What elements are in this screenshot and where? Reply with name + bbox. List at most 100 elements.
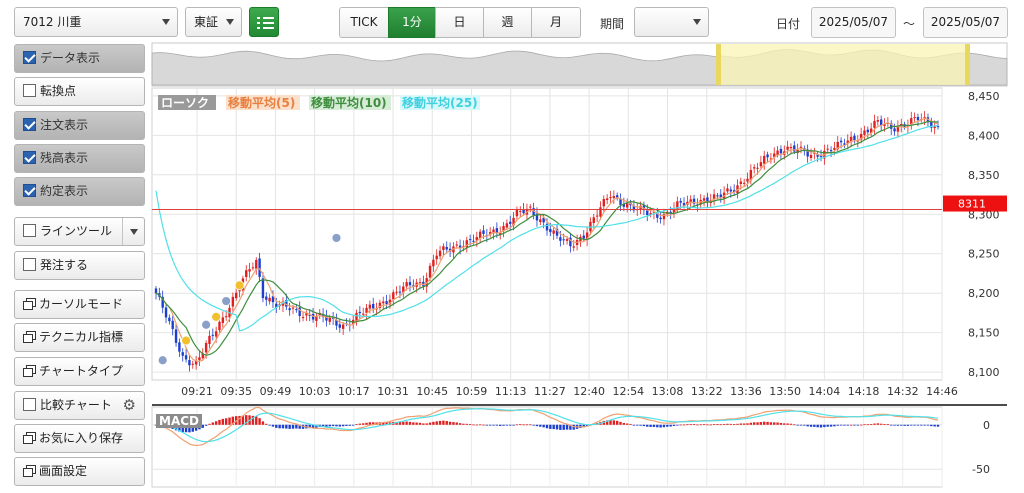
candle-body <box>261 278 265 299</box>
execution-marker <box>211 311 222 322</box>
macd-histogram-bar <box>933 424 936 427</box>
cursor-mode-button[interactable]: カーソルモード <box>14 290 145 319</box>
macd-histogram-bar <box>475 424 479 426</box>
tab-tick[interactable]: TICK <box>339 7 389 38</box>
macd-histogram-bar <box>722 424 726 425</box>
candle-body <box>549 228 552 233</box>
window-icon <box>23 365 36 377</box>
candle-body <box>585 232 589 240</box>
screen-settings-button[interactable]: 画面設定 <box>14 457 145 486</box>
technical-indicator-button[interactable]: テクニカル指標 <box>14 323 145 352</box>
macd-histogram-bar <box>442 420 445 425</box>
chart-type-button[interactable]: チャートタイプ <box>14 357 145 386</box>
tab-week[interactable]: 週 <box>483 7 532 38</box>
legend-ma25: 移動平均(25) <box>402 95 478 110</box>
macd-histogram-bar <box>365 422 368 425</box>
candle-body <box>268 297 271 302</box>
y-tick-label: 8,400 <box>968 129 1000 142</box>
period-select[interactable] <box>634 7 709 37</box>
save-favorite-button[interactable]: お気に入り保存 <box>14 424 145 453</box>
candle-body <box>392 292 395 300</box>
macd-histogram-bar <box>415 422 418 425</box>
macd-histogram-bar <box>422 423 425 425</box>
market-select[interactable]: 東証 <box>185 7 242 37</box>
macd-histogram-bar <box>412 422 415 425</box>
macd-histogram-bar <box>696 424 699 426</box>
list-view-button[interactable] <box>249 7 279 37</box>
macd-histogram-bar <box>238 415 241 425</box>
balance-display-toggle[interactable]: 残高表示 <box>14 144 145 173</box>
candle-body <box>615 195 619 198</box>
macd-histogram-bar <box>843 424 846 426</box>
navigator-right-handle[interactable] <box>965 44 970 85</box>
macd-histogram-bar <box>883 424 886 425</box>
y-tick-label: 8,200 <box>968 287 1000 300</box>
candle-body <box>214 331 218 337</box>
macd-histogram-bar <box>472 424 475 426</box>
candle-body <box>171 320 174 330</box>
macd-histogram-bar <box>689 424 692 425</box>
tab-day[interactable]: 日 <box>435 7 484 38</box>
candle-body <box>418 282 422 284</box>
candle-body <box>442 246 445 251</box>
chart-legend: ローソク 移動平均(5) 移動平均(10) 移動平均(25) <box>158 95 480 110</box>
legend-ma10: 移動平均(10) <box>311 95 387 110</box>
candle-body <box>846 140 849 144</box>
place-order-label: 発注する <box>40 258 89 272</box>
candle-body <box>428 265 432 278</box>
candle-body <box>315 316 318 321</box>
macd-histogram-bar <box>763 421 766 425</box>
tab-month[interactable]: 月 <box>531 7 581 38</box>
gear-icon[interactable]: ⚙ <box>122 396 136 414</box>
macd-histogram-bar <box>839 424 843 426</box>
candle-body <box>298 307 301 316</box>
candle-body <box>752 167 756 169</box>
candle-body <box>763 155 766 164</box>
date-from-field[interactable]: 2025/05/07 <box>811 7 896 38</box>
x-tick-label: 12:54 <box>612 385 644 398</box>
macd-histogram-bar <box>749 422 753 425</box>
candle-body <box>732 190 736 192</box>
macd-histogram-bar <box>512 424 515 426</box>
candle-body <box>382 301 385 304</box>
current-price-text: 8311 <box>958 198 986 211</box>
macd-histogram-bar <box>298 424 301 429</box>
macd-histogram-bar <box>793 424 796 426</box>
chevron-down-icon[interactable] <box>122 218 144 245</box>
turning-point-toggle[interactable]: 転換点 <box>14 77 145 106</box>
candle-body <box>826 148 829 150</box>
symbol-select[interactable]: 7012 川重 <box>14 7 178 37</box>
order-display-toggle[interactable]: 注文表示 <box>14 111 145 140</box>
macd-plot-area <box>151 406 943 488</box>
candle-body <box>499 232 502 235</box>
data-display-toggle[interactable]: データ表示 <box>14 44 145 73</box>
macd-histogram-bar <box>913 424 916 426</box>
candle-body <box>224 316 228 318</box>
line-tool-toggle[interactable]: ラインツール <box>14 217 145 246</box>
candle-body <box>458 245 462 249</box>
candle-body <box>432 259 435 267</box>
place-order-toggle[interactable]: 発注する <box>14 251 145 280</box>
candle-body <box>913 117 916 119</box>
candle-body <box>405 282 408 287</box>
tab-1min[interactable]: 1分 <box>388 7 436 38</box>
date-to-field[interactable]: 2025/05/07 <box>923 7 1008 38</box>
execution-display-toggle[interactable]: 約定表示 <box>14 177 145 206</box>
macd-histogram-bar <box>445 421 448 425</box>
candle-body <box>552 230 555 234</box>
candle-body <box>154 288 158 294</box>
window-icon <box>23 331 36 343</box>
grid-lines <box>152 88 943 380</box>
macd-histogram-bar <box>926 424 930 426</box>
macd-histogram-bar <box>308 424 311 429</box>
range-navigator[interactable] <box>151 42 1008 87</box>
navigator-left-handle[interactable] <box>716 44 721 85</box>
candle-body <box>188 360 191 366</box>
navigator-selection[interactable] <box>718 44 969 85</box>
macd-histogram-bar <box>258 418 261 425</box>
compare-chart-toggle[interactable]: 比較チャート ⚙ <box>14 391 145 420</box>
candle-body <box>916 117 920 121</box>
macd-y-tick-label: -50 <box>972 463 990 476</box>
period-label: 期間 <box>600 17 625 31</box>
